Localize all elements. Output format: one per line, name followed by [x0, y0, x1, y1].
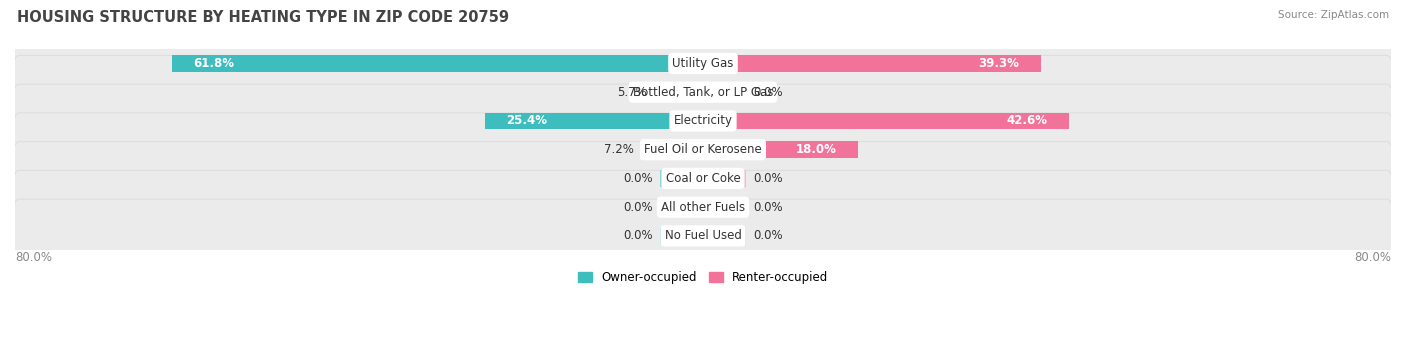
- Bar: [659, 199, 703, 216]
- FancyBboxPatch shape: [13, 56, 1393, 129]
- Text: 61.8%: 61.8%: [193, 57, 233, 70]
- Text: No Fuel Used: No Fuel Used: [665, 229, 741, 242]
- Bar: [703, 142, 858, 158]
- FancyBboxPatch shape: [13, 27, 1393, 100]
- FancyBboxPatch shape: [13, 113, 1393, 187]
- Legend: Owner-occupied, Renter-occupied: Owner-occupied, Renter-occupied: [572, 266, 834, 288]
- Text: 80.0%: 80.0%: [1354, 251, 1391, 264]
- FancyBboxPatch shape: [13, 199, 1393, 273]
- Text: 0.0%: 0.0%: [752, 172, 783, 185]
- FancyBboxPatch shape: [13, 142, 1393, 215]
- Text: 25.4%: 25.4%: [506, 115, 547, 128]
- Text: 5.7%: 5.7%: [617, 86, 647, 99]
- Text: 0.0%: 0.0%: [752, 201, 783, 214]
- Bar: [172, 55, 703, 72]
- Text: Coal or Coke: Coal or Coke: [665, 172, 741, 185]
- Bar: [703, 55, 1040, 72]
- Bar: [703, 113, 1070, 129]
- Bar: [703, 227, 747, 244]
- Text: 39.3%: 39.3%: [979, 57, 1019, 70]
- FancyBboxPatch shape: [13, 170, 1393, 244]
- Bar: [703, 170, 747, 187]
- Text: Source: ZipAtlas.com: Source: ZipAtlas.com: [1278, 10, 1389, 20]
- Text: Electricity: Electricity: [673, 115, 733, 128]
- Text: Fuel Oil or Kerosene: Fuel Oil or Kerosene: [644, 143, 762, 156]
- Text: 0.0%: 0.0%: [752, 229, 783, 242]
- Bar: [654, 84, 703, 101]
- Text: Bottled, Tank, or LP Gas: Bottled, Tank, or LP Gas: [633, 86, 773, 99]
- Bar: [641, 142, 703, 158]
- Bar: [485, 113, 703, 129]
- Bar: [659, 227, 703, 244]
- Text: 0.0%: 0.0%: [623, 229, 654, 242]
- Text: HOUSING STRUCTURE BY HEATING TYPE IN ZIP CODE 20759: HOUSING STRUCTURE BY HEATING TYPE IN ZIP…: [17, 10, 509, 25]
- Bar: [703, 199, 747, 216]
- Text: All other Fuels: All other Fuels: [661, 201, 745, 214]
- Bar: [703, 84, 747, 101]
- Text: 18.0%: 18.0%: [796, 143, 837, 156]
- Text: 42.6%: 42.6%: [1007, 115, 1047, 128]
- Text: 0.0%: 0.0%: [623, 201, 654, 214]
- Text: Utility Gas: Utility Gas: [672, 57, 734, 70]
- Text: 0.0%: 0.0%: [752, 86, 783, 99]
- FancyBboxPatch shape: [13, 84, 1393, 158]
- Text: 0.0%: 0.0%: [623, 172, 654, 185]
- Text: 7.2%: 7.2%: [605, 143, 634, 156]
- Bar: [659, 170, 703, 187]
- Text: 80.0%: 80.0%: [15, 251, 52, 264]
